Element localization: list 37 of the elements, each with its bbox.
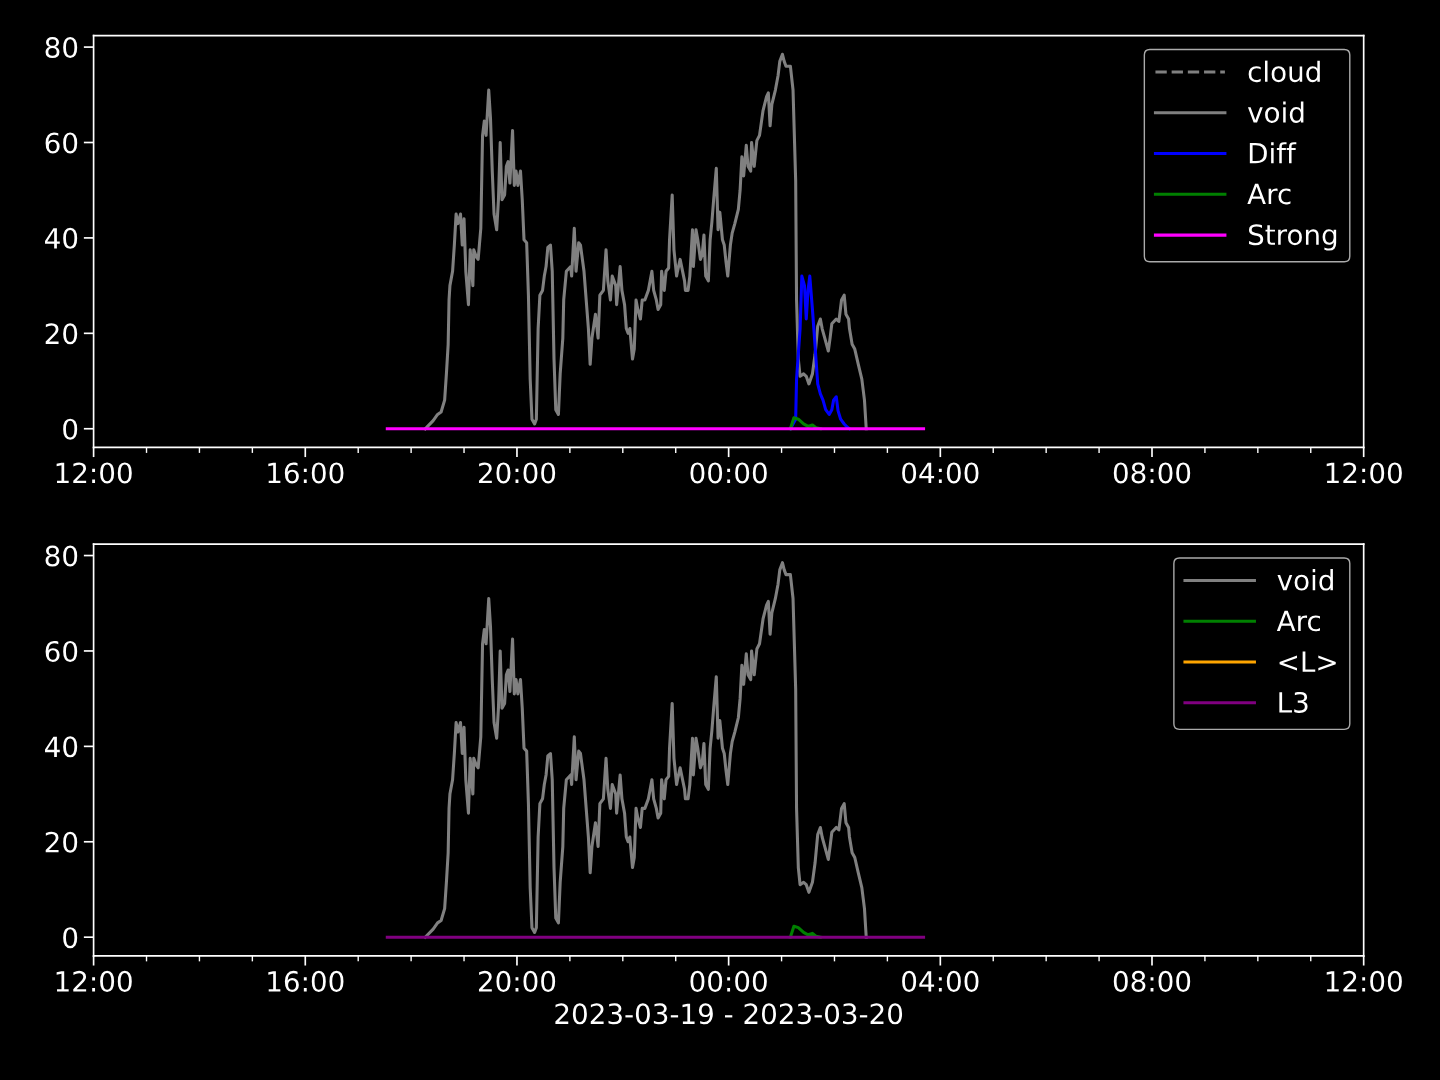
y-tick-label: 0 [63,927,78,949]
y-tick-label: 60 [45,640,78,662]
x-axis-title: 2023-03-19 - 2023-03-20 [555,1003,903,1025]
y-tick-label: 20 [45,831,78,853]
x-tick-label: 20:00 [478,970,556,992]
x-tick-label: 12:00 [1326,970,1402,992]
x-tick-label: 12:00 [1326,462,1402,484]
legend-label: <L> [1279,651,1336,672]
legend-label: cloud [1248,60,1320,83]
y-tick-label: 80 [45,545,78,567]
y-tick-label: 40 [45,736,78,758]
legend-label: Strong [1248,224,1337,251]
y-tick-label: 40 [45,227,78,249]
x-tick-label: 12:00 [56,970,132,992]
x-tick-label: 08:00 [1113,462,1191,484]
legend-label: Arc [1276,610,1320,632]
x-tick-label: 00:00 [690,970,767,992]
y-tick-label: 80 [45,37,78,59]
x-tick-label: 08:00 [1113,970,1191,992]
line-series [423,561,868,939]
line-series [423,52,868,431]
y-tick-label: 20 [45,323,78,345]
line-series [788,274,851,431]
x-tick-label: 20:00 [478,462,556,484]
legend-label: Diff [1249,142,1297,164]
legend-label: L3 [1279,691,1308,713]
y-tick-label: 0 [63,418,78,440]
legend-label: Arc [1247,183,1291,205]
x-tick-label: 16:00 [268,462,344,484]
legend-label: void [1277,569,1333,591]
x-tick-label: 00:00 [690,462,767,484]
x-tick-label: 04:00 [902,970,979,992]
legend-label: void [1247,101,1304,123]
x-tick-label: 12:00 [56,462,132,484]
x-tick-label: 16:00 [268,970,344,992]
x-tick-label: 04:00 [902,462,979,484]
y-tick-label: 60 [45,132,78,154]
